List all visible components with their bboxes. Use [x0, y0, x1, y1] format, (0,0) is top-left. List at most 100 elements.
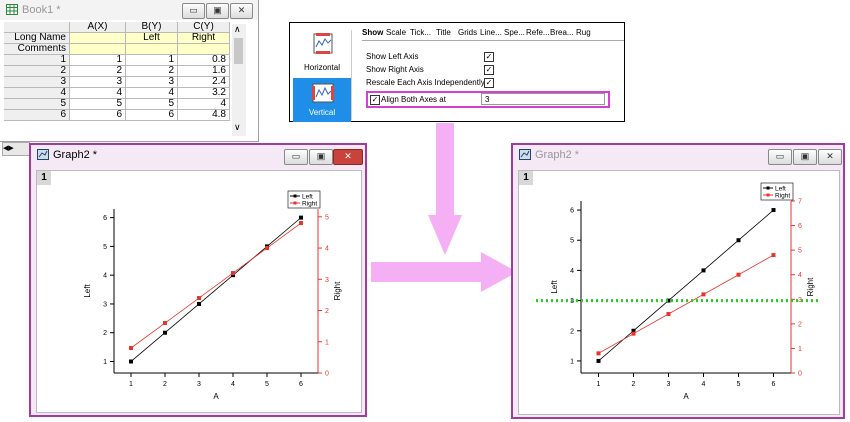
- workbook-titlebar[interactable]: Book1 * ▭ ▣ ✕: [0, 0, 258, 20]
- align-axes-checkbox[interactable]: ✓: [370, 95, 380, 105]
- data-cell[interactable]: 4: [126, 88, 178, 99]
- vertical-scrollbar[interactable]: ∧ ∨: [232, 24, 246, 136]
- minimize-button[interactable]: ▭: [284, 149, 308, 165]
- option-checkbox[interactable]: ✓: [484, 52, 494, 62]
- maximize-button[interactable]: ▣: [309, 149, 333, 165]
- left-tick-label: 6: [103, 215, 107, 222]
- data-cell[interactable]: 4.8: [178, 110, 230, 121]
- column-header[interactable]: A(X): [70, 22, 126, 33]
- tab-refe[interactable]: Refe...: [526, 28, 550, 37]
- meta-cell[interactable]: [70, 44, 126, 55]
- layer-badge[interactable]: 1: [519, 171, 533, 185]
- tab-tick[interactable]: Tick...: [410, 28, 432, 37]
- data-cell[interactable]: 2.4: [178, 77, 230, 88]
- data-cell[interactable]: 1.6: [178, 66, 230, 77]
- option-checkbox[interactable]: ✓: [484, 78, 494, 88]
- column-header[interactable]: B(Y): [126, 22, 178, 33]
- data-cell[interactable]: 6: [70, 110, 126, 121]
- maximize-button[interactable]: ▣: [206, 3, 229, 19]
- data-point-right: [596, 351, 601, 356]
- data-cell[interactable]: 1: [126, 55, 178, 66]
- meta-cell[interactable]: Right: [178, 33, 230, 44]
- option-checkbox[interactable]: ✓: [484, 65, 494, 75]
- scroll-up-icon[interactable]: ∧: [234, 24, 241, 34]
- tab-brea[interactable]: Brea...: [550, 28, 574, 37]
- align-value-input[interactable]: 3: [481, 93, 605, 105]
- x-tick-label: 2: [163, 381, 167, 388]
- column-header[interactable]: C(Y): [178, 22, 230, 33]
- row-number[interactable]: 4: [4, 88, 70, 99]
- left-tick-label: 3: [103, 301, 107, 308]
- down-arrow: [428, 123, 462, 255]
- tab-rug[interactable]: Rug: [576, 28, 591, 37]
- option-label: Rescale Each Axis Independently: [366, 78, 485, 87]
- graph-page: 1 1 2 3 4 5 6 1 2 3 4 5 6 0 1 2 3 4 5 A Left Right Left Right: [36, 170, 362, 413]
- meta-cell[interactable]: [70, 33, 126, 44]
- close-button[interactable]: ✕: [230, 3, 253, 19]
- row-number[interactable]: 3: [4, 77, 70, 88]
- row-number[interactable]: 1: [4, 55, 70, 66]
- right-tick-label: 6: [798, 223, 802, 230]
- worksheet-icon: [6, 4, 18, 15]
- row-number[interactable]: 2: [4, 66, 70, 77]
- workbook-title: Book1 *: [22, 4, 61, 16]
- orientation-horizontal[interactable]: Horizontal: [293, 30, 351, 77]
- data-cell[interactable]: 4: [178, 99, 230, 110]
- row-label[interactable]: Comments: [4, 44, 70, 55]
- data-cell[interactable]: 3.2: [178, 88, 230, 99]
- close-button[interactable]: ✕: [333, 149, 363, 165]
- data-cell[interactable]: 0.8: [178, 55, 230, 66]
- row-label[interactable]: Long Name: [4, 33, 70, 44]
- data-cell[interactable]: 6: [126, 110, 178, 121]
- legend-label: Right: [302, 201, 317, 208]
- meta-cell[interactable]: Left: [126, 33, 178, 44]
- data-point-left: [701, 268, 706, 273]
- data-cell[interactable]: 4: [70, 88, 126, 99]
- graph-titlebar[interactable]: Graph2 * ▭ ▣ ✕: [513, 145, 843, 167]
- tab-show[interactable]: Show: [362, 28, 384, 37]
- scroll-down-icon[interactable]: ∨: [234, 122, 241, 132]
- right-tick-label: 5: [325, 214, 329, 221]
- data-cell[interactable]: 2: [70, 66, 126, 77]
- tab-title[interactable]: Title: [436, 28, 451, 37]
- x-axis-label: A: [683, 392, 689, 401]
- close-button[interactable]: ✕: [818, 149, 842, 165]
- layer-badge[interactable]: 1: [37, 171, 51, 185]
- data-cell[interactable]: 2: [126, 66, 178, 77]
- tab-scale[interactable]: Scale: [386, 28, 407, 37]
- graph-titlebar[interactable]: Graph2 * ▭ ▣ ✕: [31, 145, 365, 167]
- data-point-left: [736, 238, 741, 243]
- data-cell[interactable]: 3: [126, 77, 178, 88]
- data-point-right: [197, 296, 201, 301]
- series-line-right: [598, 254, 774, 354]
- x-tick-label: 2: [632, 381, 636, 388]
- tab-spe[interactable]: Spe...: [504, 28, 525, 37]
- sheet-tab-nav[interactable]: ◀▶: [2, 142, 30, 156]
- option-label: Show Right Axis: [366, 65, 424, 74]
- meta-cell[interactable]: [126, 44, 178, 55]
- corner-cell[interactable]: [4, 22, 70, 33]
- right-tick-label: 4: [325, 246, 329, 253]
- data-cell[interactable]: 1: [70, 55, 126, 66]
- orientation-vertical[interactable]: Vertical: [293, 78, 351, 122]
- maximize-button[interactable]: ▣: [793, 149, 817, 165]
- graph-window-before: Graph2 * ▭ ▣ ✕ 1 1 2 3 4 5 6 1 2 3 4 5 6 0 1 2 3 4 5 A Left…: [29, 143, 367, 417]
- minimize-button[interactable]: ▭: [768, 149, 792, 165]
- orientation-panel: Horizontal Vertical: [293, 30, 352, 122]
- row-number[interactable]: 5: [4, 99, 70, 110]
- row-number[interactable]: 6: [4, 110, 70, 121]
- data-cell[interactable]: 3: [70, 77, 126, 88]
- right-tick-label: 2: [325, 308, 329, 315]
- meta-cell[interactable]: [178, 44, 230, 55]
- right-tick-label: 4: [798, 272, 802, 279]
- data-cell[interactable]: 5: [70, 99, 126, 110]
- tab-grids[interactable]: Grids: [458, 28, 478, 37]
- data-point-right: [129, 346, 133, 351]
- scroll-thumb[interactable]: [234, 38, 243, 64]
- data-cell[interactable]: 5: [126, 99, 178, 110]
- chart-after[interactable]: 12345612345601234567ALeftRightLeftRight: [519, 171, 839, 414]
- minimize-button[interactable]: ▭: [182, 3, 205, 19]
- right-axis-label: Right: [333, 281, 342, 300]
- tab-line[interactable]: Line...: [480, 28, 502, 37]
